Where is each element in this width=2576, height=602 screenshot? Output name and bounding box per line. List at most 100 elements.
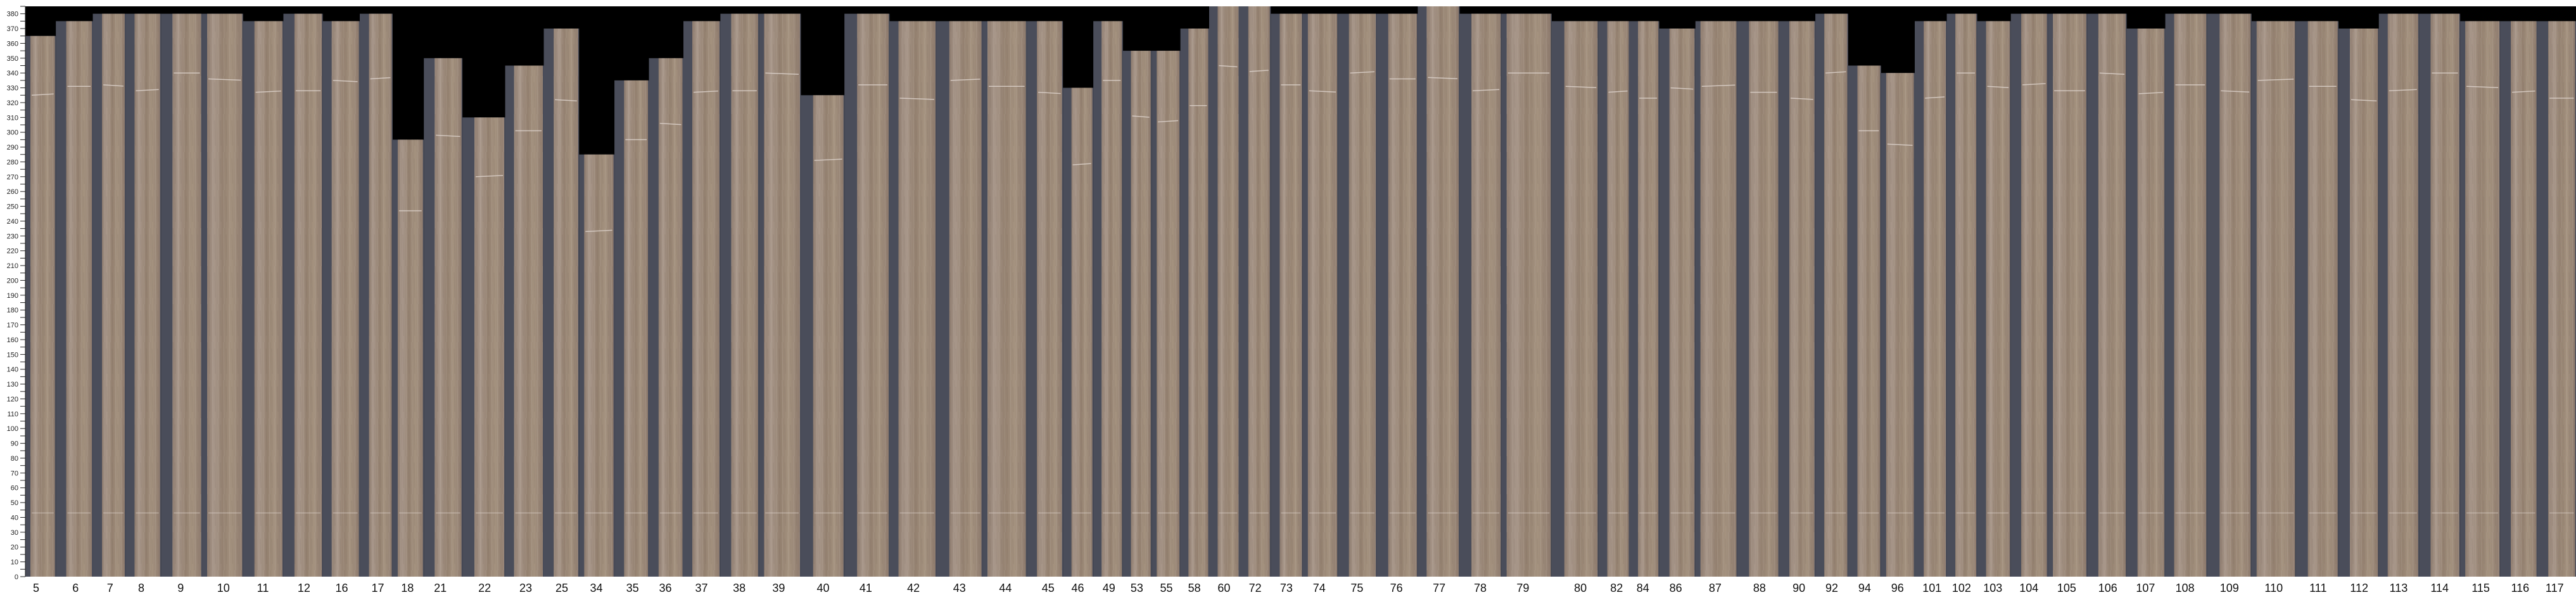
x-tick-label: 5	[33, 582, 39, 594]
x-tick-label: 49	[1103, 582, 1115, 594]
veneer-board-92	[1815, 13, 1848, 577]
x-tick-label: 40	[816, 582, 829, 594]
x-tick-label: 115	[2471, 582, 2490, 594]
plot-area	[25, 6, 2576, 577]
board-mark-upper	[1249, 70, 1269, 72]
x-tick-label: 78	[1474, 582, 1487, 594]
board-grain	[30, 35, 55, 577]
veneer-board-77	[1418, 6, 1460, 577]
board-mark-upper	[1825, 71, 1846, 74]
board-grain	[294, 13, 322, 577]
x-tick-label: 44	[999, 582, 1012, 594]
x-tick-label: 103	[1983, 582, 2002, 594]
veneer-board-17	[360, 13, 393, 577]
veneer-board-90	[1779, 21, 1816, 577]
board-grain	[1506, 13, 1551, 577]
board-mark-upper	[436, 134, 460, 138]
board-grain	[1669, 29, 1695, 577]
x-tick-label: 90	[1792, 582, 1805, 594]
y-tick-label: 210	[7, 262, 18, 270]
veneer-board-60	[1209, 6, 1240, 577]
board-mark-upper	[585, 229, 612, 233]
board-mark-upper	[814, 158, 842, 161]
x-tick-label: 46	[1071, 582, 1084, 594]
x-tick-label: 108	[2176, 582, 2195, 594]
x-tick-label: 45	[1042, 582, 1055, 594]
y-tick-label: 140	[7, 366, 18, 374]
board-mark-upper	[1887, 143, 1913, 146]
y-tick-label: 30	[11, 529, 18, 537]
board-mark-upper	[255, 90, 281, 93]
y-tick-label: 130	[7, 381, 18, 388]
board-mark-upper	[693, 90, 718, 93]
veneer-board-25	[543, 29, 580, 577]
board-mark-upper	[1158, 120, 1179, 123]
y-tick-label: 90	[11, 440, 18, 448]
board-grain	[1037, 21, 1062, 577]
x-tick-label: 106	[2098, 582, 2117, 594]
x-tick-label: 9	[177, 582, 184, 594]
veneer-board-107	[2126, 29, 2166, 577]
board-mark-upper	[659, 122, 682, 125]
y-tick-label: 170	[7, 322, 18, 330]
x-axis: 5 6 7 8 9 10 11 12 16 17 18 21 22 23 25 34 35 36 37 38 39 40 4…	[33, 582, 2564, 594]
veneer-board-16	[322, 21, 360, 577]
veneer-board-87	[1695, 21, 1737, 577]
board-grain	[331, 21, 359, 577]
x-tick-label: 79	[1516, 582, 1529, 594]
board-grain	[2053, 13, 2086, 577]
y-tick-label: 250	[7, 203, 18, 211]
x-tick-label: 102	[1952, 582, 1971, 594]
veneer-board-116	[2500, 21, 2538, 577]
veneer-board-112	[2338, 29, 2379, 577]
board-mark-upper	[1219, 65, 1238, 68]
board-mark-upper	[1670, 87, 1694, 90]
board-grain	[731, 13, 758, 577]
veneer-board-75	[1338, 13, 1377, 577]
veneer-board-108	[2165, 13, 2207, 577]
board-mark-upper	[2351, 99, 2377, 102]
board-grain	[1388, 13, 1417, 577]
board-grain	[2548, 21, 2575, 577]
board-grain	[1279, 13, 1302, 577]
board-grain	[1857, 65, 1881, 577]
veneer-board-36	[649, 58, 683, 577]
veneer-board-102	[1946, 13, 1977, 577]
board-grain	[2021, 13, 2047, 577]
board-grain	[2387, 13, 2418, 577]
veneer-board-40	[801, 95, 845, 577]
y-tick-label: 310	[7, 114, 18, 122]
veneer-board-72	[1239, 6, 1271, 577]
board-mark-upper	[1038, 91, 1061, 94]
x-tick-label: 74	[1313, 582, 1326, 594]
x-tick-label: 35	[626, 582, 639, 594]
board-mark-upper	[31, 93, 54, 96]
x-tick-label: 80	[1574, 582, 1587, 594]
x-tick-label: 58	[1188, 582, 1201, 594]
veneer-board-88	[1737, 21, 1780, 577]
board-grain	[1638, 21, 1659, 577]
veneer-board-111	[2295, 21, 2339, 577]
x-tick-label: 113	[2390, 582, 2408, 594]
veneer-board-106	[2087, 13, 2127, 577]
veneer-board-23	[505, 65, 544, 577]
veneer-board-105	[2048, 13, 2088, 577]
veneer-board-78	[1459, 13, 1502, 577]
x-tick-label: 116	[2511, 582, 2529, 594]
x-tick-label: 53	[1131, 582, 1143, 594]
x-tick-label: 92	[1825, 582, 1838, 594]
board-grain	[397, 139, 423, 577]
board-grain	[474, 117, 505, 577]
board-grain	[102, 13, 125, 577]
veneer-board-18	[392, 139, 424, 577]
veneer-board-113	[2378, 13, 2420, 577]
veneer-board-117	[2537, 21, 2576, 577]
y-tick-label: 200	[7, 277, 18, 285]
x-tick-label: 60	[1217, 582, 1230, 594]
board-mark-upper	[1350, 71, 1375, 74]
veneer-board-110	[2251, 21, 2296, 577]
veneer-board-46	[1063, 87, 1094, 577]
veneer-board-41	[844, 13, 890, 577]
veneer-board-82	[1598, 21, 1630, 577]
board-grain	[207, 13, 243, 577]
